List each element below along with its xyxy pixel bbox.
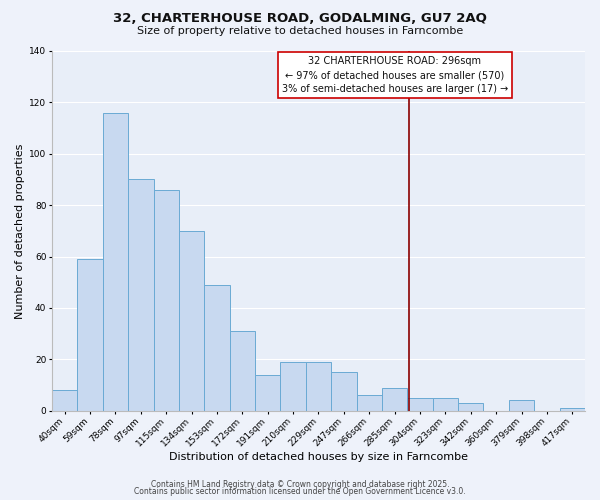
Bar bbox=[255, 374, 280, 410]
Bar bbox=[509, 400, 534, 410]
Bar bbox=[306, 362, 331, 410]
Bar bbox=[230, 331, 255, 410]
Bar bbox=[433, 398, 458, 410]
Bar bbox=[179, 231, 204, 410]
Bar bbox=[356, 396, 382, 410]
Bar bbox=[458, 403, 484, 410]
Bar bbox=[103, 112, 128, 410]
Bar bbox=[560, 408, 585, 410]
Bar bbox=[154, 190, 179, 410]
Text: 32 CHARTERHOUSE ROAD: 296sqm
← 97% of detached houses are smaller (570)
3% of se: 32 CHARTERHOUSE ROAD: 296sqm ← 97% of de… bbox=[281, 56, 508, 94]
Bar bbox=[204, 285, 230, 410]
Bar bbox=[331, 372, 356, 410]
Bar bbox=[52, 390, 77, 410]
Bar bbox=[382, 388, 407, 410]
Bar bbox=[280, 362, 306, 410]
Bar bbox=[128, 180, 154, 410]
Text: Size of property relative to detached houses in Farncombe: Size of property relative to detached ho… bbox=[137, 26, 463, 36]
Bar bbox=[77, 259, 103, 410]
Text: 32, CHARTERHOUSE ROAD, GODALMING, GU7 2AQ: 32, CHARTERHOUSE ROAD, GODALMING, GU7 2A… bbox=[113, 12, 487, 26]
Text: Contains public sector information licensed under the Open Government Licence v3: Contains public sector information licen… bbox=[134, 487, 466, 496]
Y-axis label: Number of detached properties: Number of detached properties bbox=[15, 143, 25, 318]
Text: Contains HM Land Registry data © Crown copyright and database right 2025.: Contains HM Land Registry data © Crown c… bbox=[151, 480, 449, 489]
Bar bbox=[407, 398, 433, 410]
X-axis label: Distribution of detached houses by size in Farncombe: Distribution of detached houses by size … bbox=[169, 452, 468, 462]
